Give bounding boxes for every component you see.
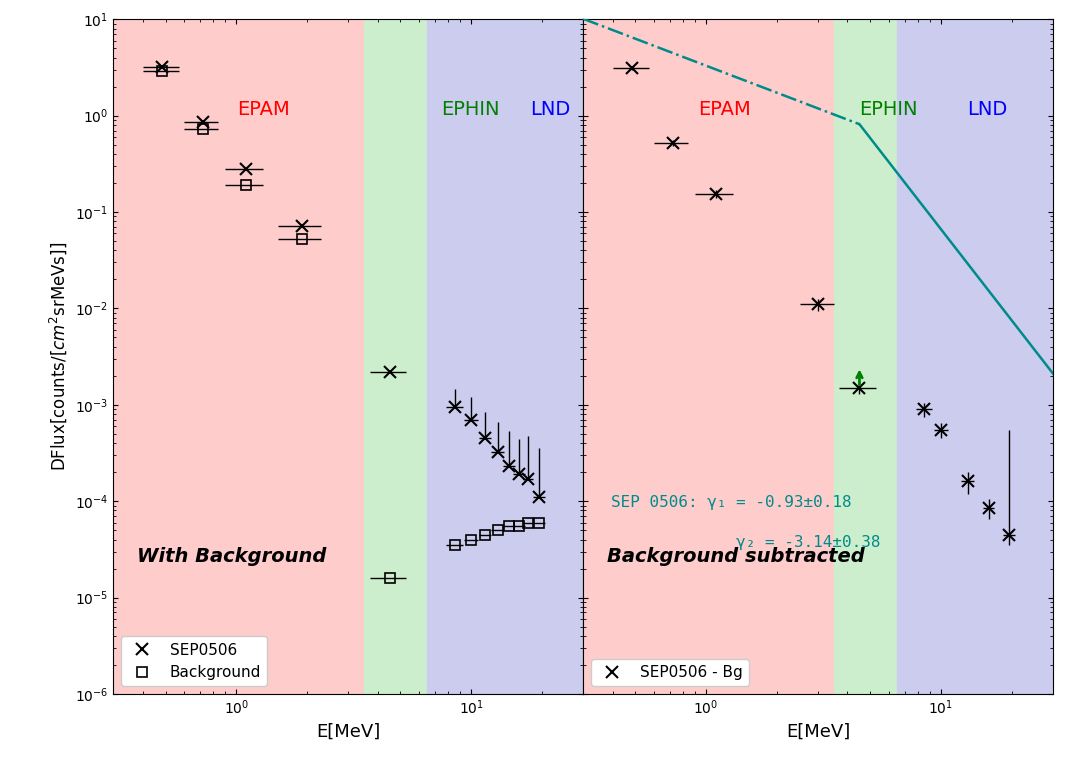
Bar [428, 19, 583, 694]
Text: LND: LND [530, 100, 570, 120]
Text: EPAM: EPAM [238, 100, 291, 120]
Y-axis label: DFlux[counts/[$cm^2$srMeVs]]: DFlux[counts/[$cm^2$srMeVs]] [48, 242, 69, 471]
Text: Background subtracted: Background subtracted [607, 547, 864, 566]
X-axis label: E[MeV]: E[MeV] [316, 723, 380, 741]
Text: EPAM: EPAM [698, 100, 751, 120]
X-axis label: E[MeV]: E[MeV] [786, 723, 850, 741]
Text: LND: LND [967, 100, 1008, 120]
Bar [113, 19, 364, 694]
Text: γ₂ = -3.14±0.38: γ₂ = -3.14±0.38 [611, 535, 881, 550]
Text: SEP 0506: γ₁ = -0.93±0.18: SEP 0506: γ₁ = -0.93±0.18 [611, 495, 852, 510]
Legend: SEP0506, Background: SEP0506, Background [121, 636, 268, 686]
Bar [897, 19, 1053, 694]
Bar [583, 19, 834, 694]
Text: With Background: With Background [137, 547, 326, 566]
Legend: SEP0506 - Bg: SEP0506 - Bg [591, 659, 748, 686]
Bar [834, 19, 897, 694]
Bar [364, 19, 428, 694]
Text: EPHIN: EPHIN [442, 100, 500, 120]
Text: EPHIN: EPHIN [860, 100, 918, 120]
